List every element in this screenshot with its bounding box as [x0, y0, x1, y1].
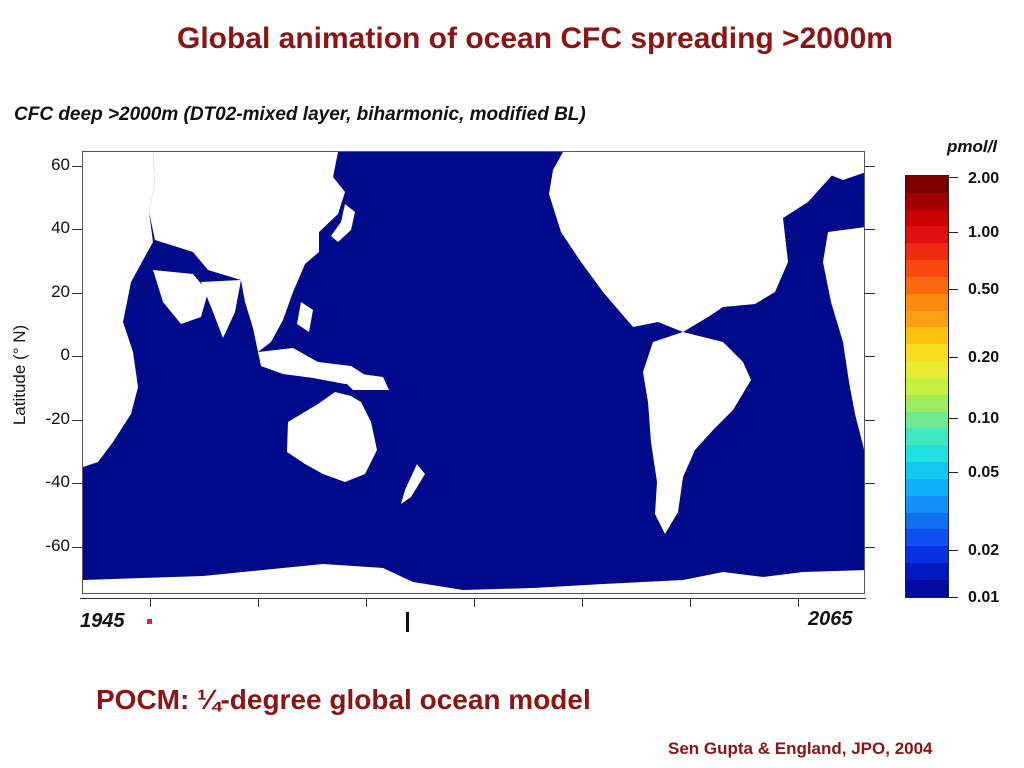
- colorbar-tick: [949, 232, 958, 233]
- world-map-svg: [83, 152, 864, 593]
- y-tick-label: -60: [45, 536, 70, 555]
- colorbar-segment: [906, 327, 948, 345]
- slide-title: Global animation of ocean CFC spreading …: [176, 22, 893, 55]
- colorbar-tick: [949, 472, 958, 473]
- y-tick-mark: [72, 356, 82, 357]
- y-tick-label: 20: [51, 282, 70, 301]
- colorbar-segment: [906, 546, 948, 564]
- north-america-landmass: [549, 152, 864, 332]
- y-tick-label: 0: [60, 345, 70, 364]
- y-tick-mark-right: [865, 547, 875, 548]
- landmasses: [83, 152, 864, 593]
- japan-landmass: [331, 204, 355, 242]
- colorbar-label: 0.10: [968, 410, 1000, 427]
- colorbar: [905, 175, 949, 598]
- timeline-playhead[interactable]: [406, 612, 409, 632]
- y-axis-label: Latitude (° N): [10, 324, 29, 426]
- colorbar-label: 0.20: [968, 349, 1000, 366]
- colorbar-label: 1.00: [968, 224, 1000, 241]
- colorbar-segment: [906, 478, 948, 496]
- citation: Sen Gupta & England, JPO, 2004: [668, 739, 933, 758]
- arabia-landmass: [153, 270, 208, 324]
- colorbar-segment: [906, 445, 948, 463]
- colorbar-tick: [949, 550, 958, 551]
- greenland-landmass: [813, 152, 864, 180]
- colorbar-tick: [949, 597, 958, 598]
- colorbar-segment: [906, 529, 948, 547]
- colorbar-label: 0.01: [968, 589, 1000, 606]
- timeline-tick: [150, 598, 151, 607]
- y-tick-label: 40: [51, 218, 70, 237]
- colorbar-segment: [906, 361, 948, 378]
- philippines-landmass: [297, 302, 313, 332]
- colorbar-tick: [949, 177, 958, 178]
- colorbar-segment: [906, 260, 948, 277]
- asia-landmass: [149, 152, 345, 352]
- colorbar-tick: [949, 357, 958, 358]
- timeline-end-year: 2065: [808, 608, 853, 630]
- timeline-tick: [798, 598, 799, 607]
- timeline-tick: [474, 598, 475, 607]
- timeline-axis: [80, 598, 866, 599]
- africa-east-landmass: [823, 227, 864, 450]
- y-tick-mark-right: [865, 166, 875, 167]
- colorbar-segment: [906, 579, 948, 597]
- y-tick-mark: [72, 229, 82, 230]
- colorbar-segment: [906, 495, 948, 513]
- y-tick-label: 60: [51, 155, 70, 174]
- antarctica-landmass: [83, 564, 864, 593]
- y-tick-mark-right: [865, 229, 875, 230]
- colorbar-segment: [906, 377, 948, 395]
- colorbar-label: 0.02: [968, 542, 1000, 559]
- colorbar-segment: [906, 276, 948, 294]
- colorbar-segment: [906, 344, 948, 362]
- india-landmass: [201, 280, 241, 338]
- y-tick-mark-right: [865, 420, 875, 421]
- timeline-tick: [258, 598, 259, 607]
- colorbar-tick: [949, 418, 958, 419]
- colorbar-segment: [906, 243, 948, 261]
- colorbar-segment: [906, 563, 948, 580]
- timeline-tick: [366, 598, 367, 607]
- y-tick-mark-right: [865, 293, 875, 294]
- colorbar-label: 0.50: [968, 281, 1000, 298]
- y-tick-mark: [72, 166, 82, 167]
- colorbar-segment: [906, 411, 948, 429]
- y-tick-mark: [72, 293, 82, 294]
- colorbar-segment: [906, 209, 948, 227]
- new-zealand-landmass: [401, 464, 425, 504]
- y-tick-mark-right: [865, 356, 875, 357]
- colorbar-unit: pmol/l: [947, 137, 998, 156]
- south-america-landmass: [643, 332, 751, 534]
- timeline-tick: [690, 598, 691, 607]
- colorbar-label: 2.00: [968, 170, 1000, 187]
- colorbar-label: 0.05: [968, 464, 1000, 481]
- new-guinea-landmass: [333, 370, 389, 390]
- y-tick-label: -20: [45, 409, 70, 428]
- ocean-map: [82, 151, 865, 594]
- colorbar-segment: [906, 462, 948, 479]
- y-tick-mark: [72, 420, 82, 421]
- y-tick-label: -40: [45, 472, 70, 491]
- timeline-tick: [582, 598, 583, 607]
- colorbar-segment: [906, 512, 948, 530]
- africa-landmass: [83, 152, 155, 467]
- plot-title: CFC deep >2000m (DT02-mixed layer, bihar…: [14, 104, 586, 125]
- australia-landmass: [287, 392, 377, 482]
- y-tick-mark: [72, 483, 82, 484]
- colorbar-segment: [906, 394, 948, 412]
- timeline-current-marker[interactable]: [147, 619, 152, 624]
- colorbar-segment: [906, 428, 948, 446]
- y-tick-mark: [72, 547, 82, 548]
- colorbar-segment: [906, 192, 948, 210]
- y-tick-mark-right: [865, 483, 875, 484]
- caribbean-islands: [695, 280, 723, 288]
- colorbar-tick: [949, 289, 958, 290]
- slide-subtitle: POCM: ¼-degree global ocean model: [96, 684, 591, 715]
- colorbar-segment: [906, 310, 948, 328]
- colorbar-segment: [906, 226, 948, 244]
- colorbar-segment: [906, 176, 948, 193]
- timeline-start-year: 1945: [80, 610, 125, 632]
- colorbar-segment: [906, 293, 948, 311]
